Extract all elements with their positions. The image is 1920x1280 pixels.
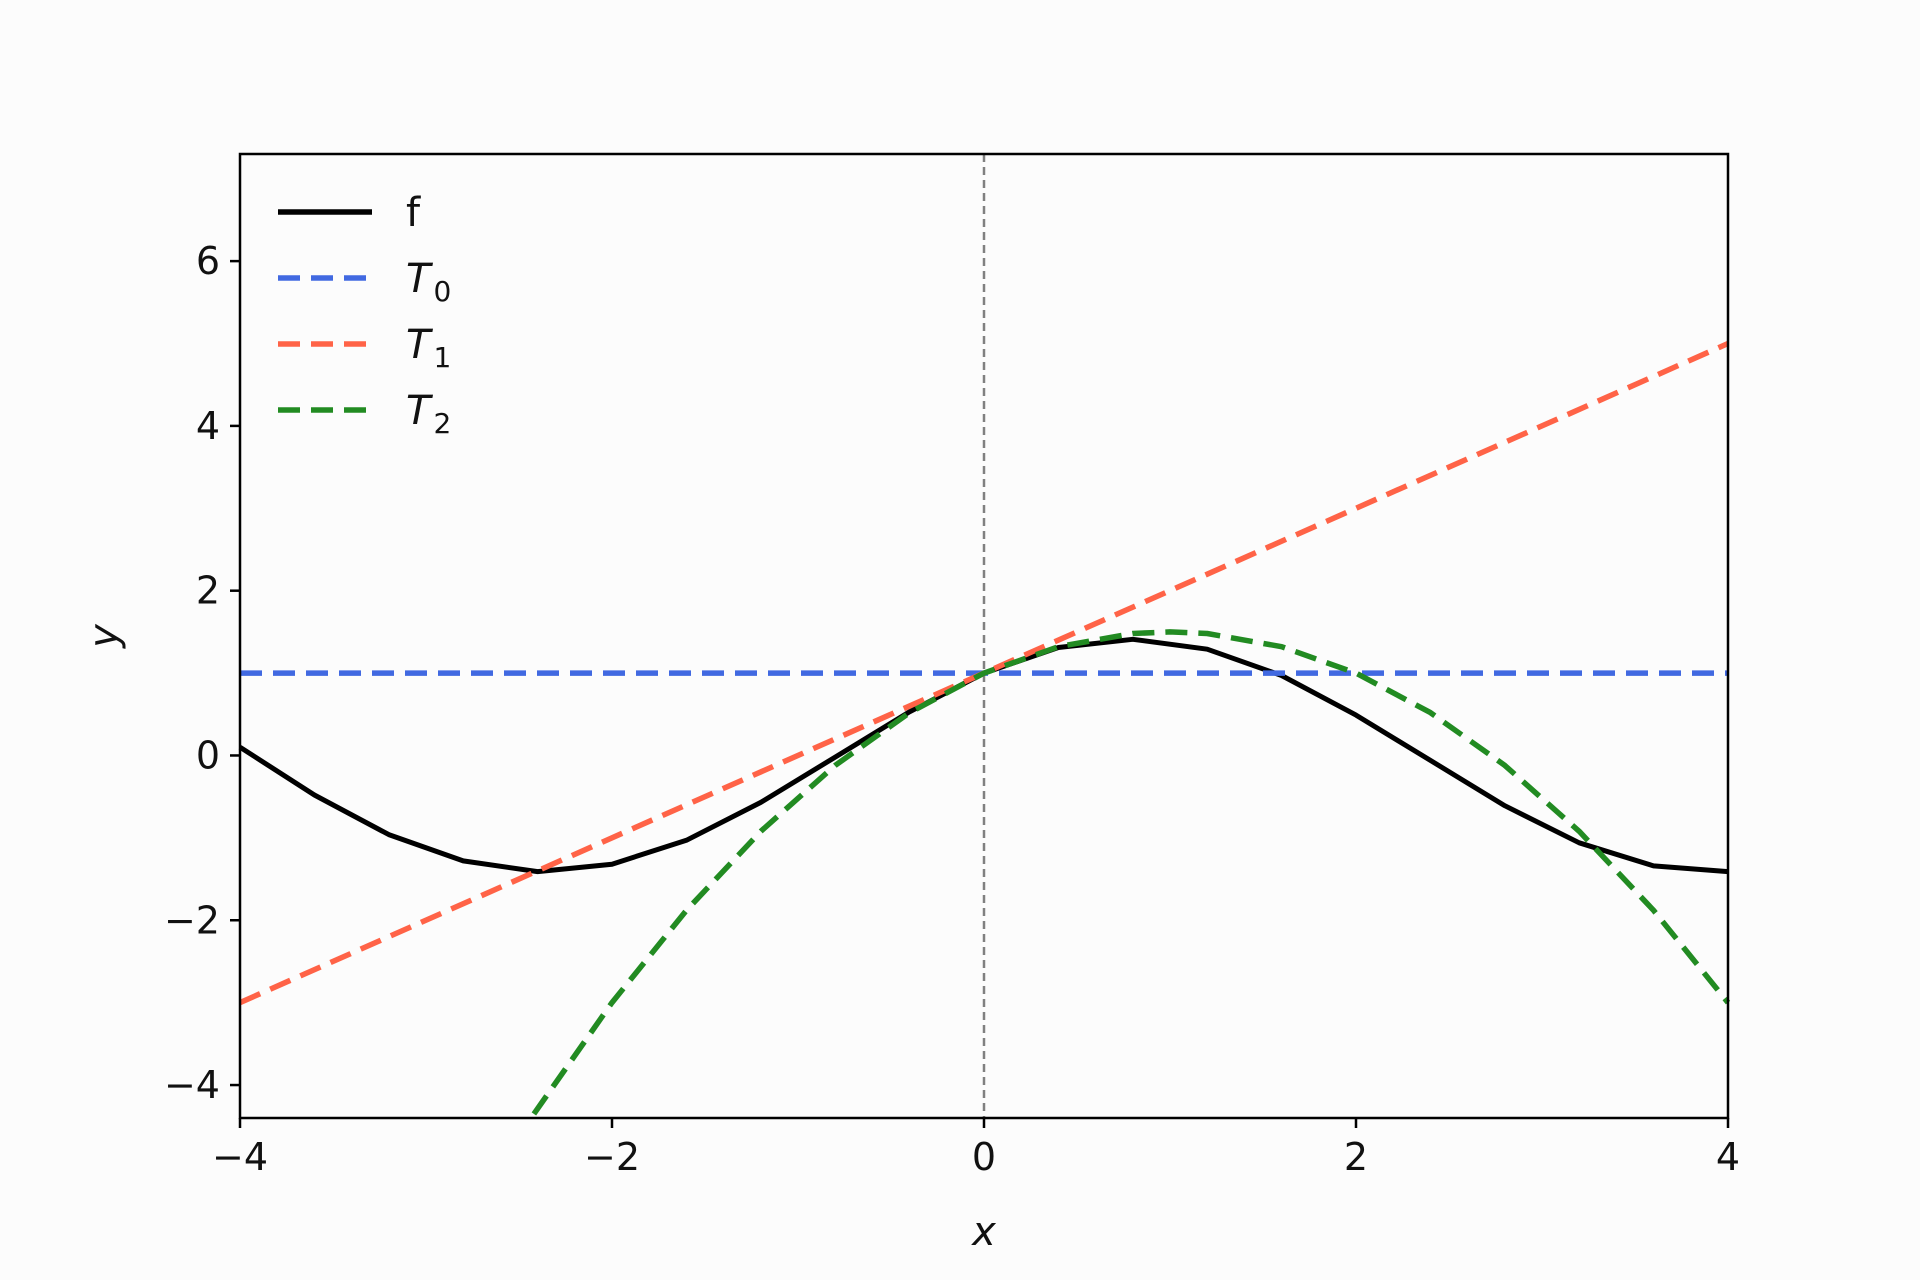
x-axis-label: x bbox=[970, 1209, 996, 1255]
y-tick-label: 0 bbox=[196, 733, 220, 777]
legend: f T 0 T 1 T 2 bbox=[278, 190, 451, 440]
y-axis-label: y bbox=[81, 623, 127, 649]
y-tick-label: 2 bbox=[196, 569, 220, 613]
legend-label-f: f bbox=[406, 190, 421, 236]
series-line-T2 bbox=[531, 629, 1731, 1116]
x-tick-label: 4 bbox=[1716, 1135, 1740, 1179]
axis-ticks: −4 −2 0 2 4 −4 −2 0 2 4 6 bbox=[164, 239, 1740, 1179]
x-tick-label: 0 bbox=[972, 1135, 996, 1179]
y-tick-label: 6 bbox=[196, 239, 220, 283]
y-tick-label: −2 bbox=[164, 898, 220, 942]
x-tick-label: −4 bbox=[212, 1135, 268, 1179]
x-tick-label: 2 bbox=[1344, 1135, 1368, 1179]
y-tick-label: −4 bbox=[164, 1063, 220, 1107]
y-tick-label: 4 bbox=[196, 404, 220, 448]
x-tick-label: −2 bbox=[584, 1135, 640, 1179]
plot-series bbox=[238, 154, 1731, 1118]
